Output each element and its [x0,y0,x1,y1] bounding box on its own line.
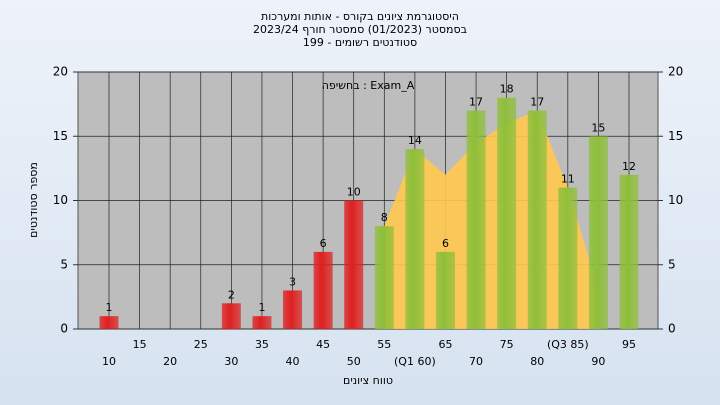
x-tick-label: 95 [622,338,636,351]
bar [344,200,364,329]
y2-tick-label: 0 [668,322,676,336]
y2-tick-label: 15 [668,129,683,143]
x-tick-label: 45 [316,338,330,351]
data-label: 12 [622,160,636,173]
x-tick-label: 15 [133,338,147,351]
x-tick-label: 30 [224,355,238,368]
data-label: 17 [530,96,544,109]
bar [558,187,578,329]
chart-subtitle: סטודנטים רשומים - 199 [303,36,417,49]
data-label: 6 [320,237,327,250]
x-tick-label: 65 [438,338,452,351]
x-tick-label: 35 [255,338,269,351]
chart-subtitle: בסמסטר (01/2023) סמסטר חורף 2023/24 [253,23,467,36]
x-tick-label: 50 [347,355,361,368]
bar [374,226,394,329]
bar [405,149,425,329]
data-label: 1 [258,301,265,314]
bar [283,290,303,329]
bar [99,316,119,329]
x-tick-label: 40 [286,355,300,368]
x-tick-label: 25 [194,338,208,351]
y-tick-label: 20 [53,65,68,79]
bar [221,303,241,329]
y-axis-label: מספר סטודנטים [27,162,40,238]
bar [588,136,608,329]
data-label: 8 [381,211,388,224]
x-tick-label: 75 [500,338,514,351]
data-label: 6 [442,237,449,250]
y-tick-label: 5 [60,257,68,271]
x-tick-label: 70 [469,355,483,368]
data-label: 14 [408,134,422,147]
y2-tick-label: 10 [668,193,683,207]
x-tick-label: 80 [530,355,544,368]
x-tick-label: (Q1 60) [394,355,436,368]
x-tick-label: 90 [591,355,605,368]
data-label: 15 [591,121,605,134]
bar [435,251,455,329]
data-label: 10 [347,186,361,199]
y-tick-label: 10 [53,193,68,207]
y2-tick-label: 5 [668,257,676,271]
x-tick-label: 20 [163,355,177,368]
y-tick-label: 15 [53,129,68,143]
data-label: 1 [106,301,113,314]
bar [497,97,517,329]
bar [619,174,639,329]
x-tick-label: 10 [102,355,116,368]
chart-title: היסטוגרמת ציונים בקורס - אותות ומערכות [261,10,459,23]
bar [252,316,272,329]
x-tick-label: 55 [377,338,391,351]
x-tick-label: (Q3 85) [547,338,589,351]
y2-tick-label: 20 [668,65,683,79]
data-label: 17 [469,96,483,109]
data-label: 3 [289,275,296,288]
annotation: בחשיפה : Exam_A [322,79,415,92]
data-label: 11 [561,173,575,186]
bar [313,251,333,329]
bar [466,110,486,329]
y-tick-label: 0 [60,322,68,336]
bar [527,110,547,329]
data-label: 2 [228,288,235,301]
x-axis-label: טווח ציונים [343,374,393,387]
data-label: 18 [500,83,514,96]
